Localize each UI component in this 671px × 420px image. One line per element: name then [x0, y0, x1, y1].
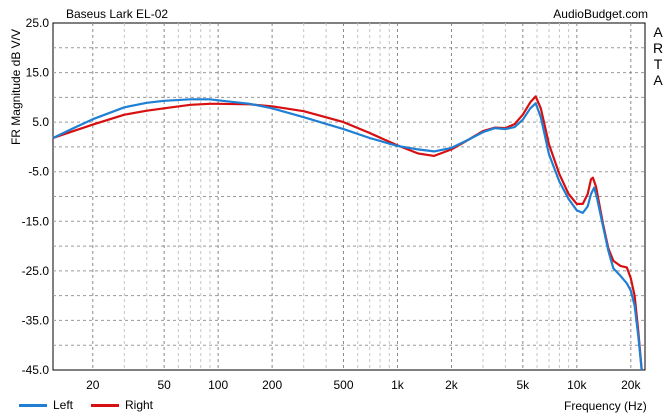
x-axis-label: Frequency (Hz)	[564, 399, 647, 413]
x-tick-label: 200	[262, 378, 282, 392]
watermark-letter: A	[653, 72, 663, 88]
x-tick-label: 20	[86, 378, 100, 392]
y-tick-label: -5.0	[28, 165, 49, 179]
x-tick-label: 1k	[391, 378, 405, 392]
watermark-letter: R	[653, 40, 664, 56]
y-tick-labels: 25.0 15.0 5.0 -5.0 -15.0 -25.0 -35.0 -45.0	[22, 16, 50, 377]
watermark-letter: A	[653, 24, 663, 40]
y-tick-label: -25.0	[22, 264, 50, 278]
x-tick-label: 20k	[621, 378, 641, 392]
x-tick-label: 10k	[567, 378, 587, 392]
y-tick-label: -45.0	[22, 363, 50, 377]
series-line-left	[52, 98, 643, 371]
x-tick-label: 2k	[445, 378, 459, 392]
legend-label-left: Left	[53, 398, 74, 412]
watermark-letter: T	[653, 56, 663, 72]
series-lines	[52, 95, 643, 371]
y-tick-label: -15.0	[22, 214, 50, 228]
arta-watermark: A R T A	[653, 24, 663, 88]
y-axis-label: FR Magnitude dB V/V	[9, 28, 23, 146]
chart-title: Baseus Lark EL-02	[66, 7, 169, 21]
y-tick-label: 15.0	[26, 66, 50, 80]
x-tick-label: 500	[333, 378, 353, 392]
legend-label-right: Right	[125, 398, 154, 412]
y-tick-label: -35.0	[22, 313, 50, 327]
x-tick-label: 5k	[516, 378, 530, 392]
y-tick-label: 25.0	[26, 16, 50, 30]
grid-lines	[53, 23, 645, 370]
legend-item-right: Right	[91, 398, 153, 412]
source-label: AudioBudget.com	[553, 7, 648, 21]
x-tick-label: 50	[157, 378, 171, 392]
legend-item-left: Left	[19, 398, 73, 412]
y-tick-label: 5.0	[32, 115, 49, 129]
legend-swatch-right	[91, 403, 119, 407]
x-tick-labels: 20 50 100 200 500 1k 2k 5k 10k 20k	[86, 378, 641, 392]
x-tick-label: 100	[208, 378, 228, 392]
legend-swatch-left	[19, 403, 47, 407]
